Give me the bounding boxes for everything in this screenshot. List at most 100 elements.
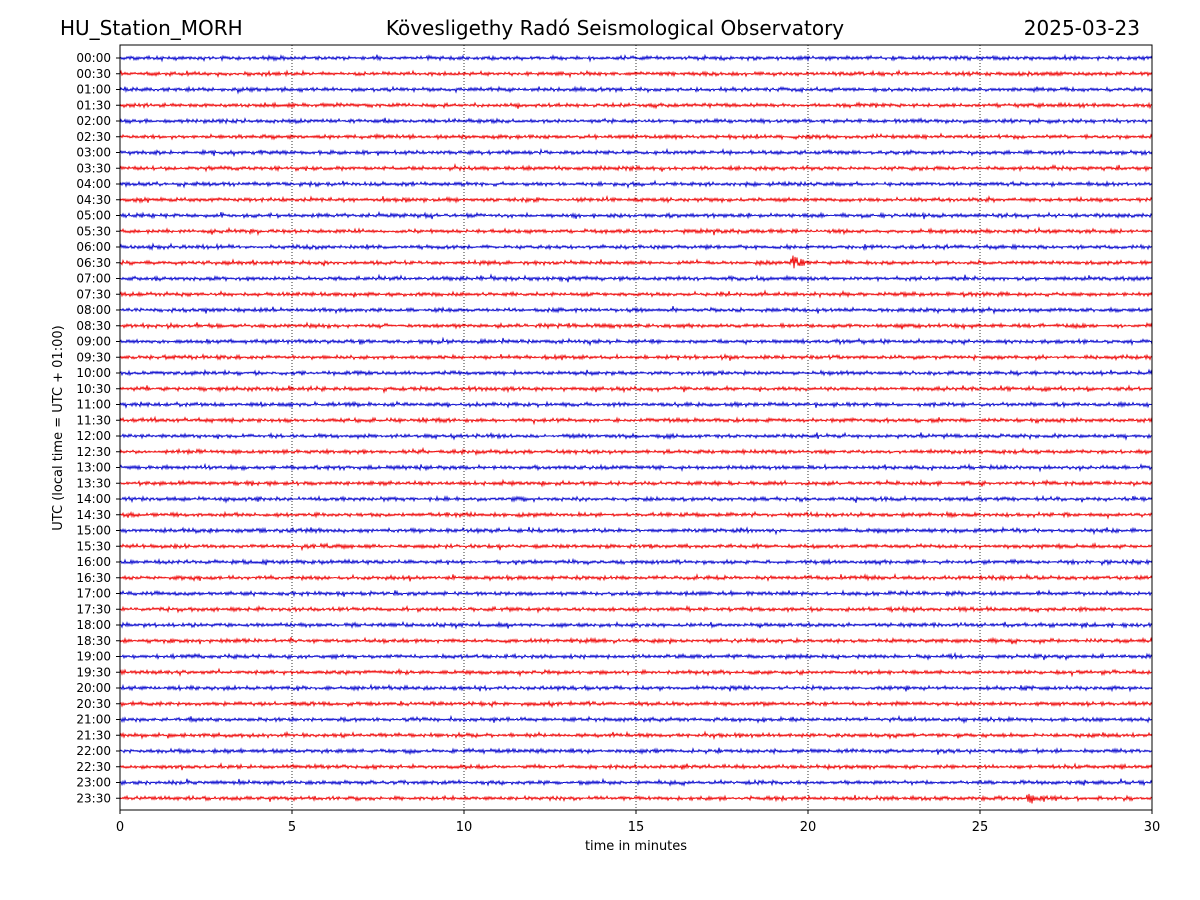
seismic-trace: [119, 210, 1153, 220]
y-tick-label: 22:30: [76, 760, 111, 774]
x-tick-label: 10: [456, 820, 473, 835]
y-tick-label: 02:00: [76, 114, 111, 128]
y-tick-label: 10:30: [76, 382, 111, 396]
y-tick-label: 15:00: [76, 524, 111, 538]
x-tick-label: 30: [1144, 820, 1161, 835]
seismic-trace: [119, 777, 1153, 787]
y-tick-label: 09:00: [76, 335, 111, 349]
x-tick-label: 15: [628, 820, 645, 835]
y-axis-label: UTC (local time = UTC + 01:00): [51, 325, 66, 530]
seismic-trace: [119, 478, 1153, 488]
x-tick-label: 0: [116, 820, 124, 835]
y-tick-label: 08:30: [76, 319, 111, 333]
x-axis-label: time in minutes: [585, 839, 687, 854]
y-tick-label: 21:30: [76, 728, 111, 742]
chart-date: 2025-03-23: [1024, 16, 1140, 40]
chart-title: Kövesligethy Radó Seismological Observat…: [386, 16, 844, 40]
seismic-trace: [119, 431, 1153, 441]
y-tick-label: 14:30: [76, 508, 111, 522]
station-name: HU_Station_MORH: [60, 16, 243, 40]
seismic-trace: [119, 53, 1153, 63]
seismic-trace: [119, 604, 1153, 614]
seismic-trace: [119, 510, 1153, 520]
seismic-trace: [119, 589, 1153, 598]
y-tick-label: 05:30: [76, 224, 111, 238]
seismic-trace: [119, 651, 1153, 662]
seismic-trace: [119, 699, 1153, 709]
y-tick-label: 14:00: [76, 492, 111, 506]
y-tick-label: 11:00: [76, 398, 111, 412]
y-tick-label: 02:30: [76, 130, 111, 144]
y-tick-label: 12:30: [76, 445, 111, 459]
seismic-traces: [119, 53, 1153, 804]
seismic-trace: [119, 69, 1153, 79]
y-tick-label: 00:30: [76, 67, 111, 81]
y-tick-label: 06:00: [76, 240, 111, 254]
x-axis: 0 5 10 15 20 25 30: [116, 810, 1160, 835]
seismic-trace: [119, 667, 1153, 678]
seismic-trace: [119, 747, 1153, 756]
seismic-trace: [119, 117, 1153, 126]
y-tick-label: 17:30: [76, 602, 111, 616]
x-tick-label: 5: [288, 820, 296, 835]
y-tick-label: 00:00: [76, 51, 111, 65]
seismic-trace: [119, 636, 1153, 646]
y-tick-label: 12:00: [76, 429, 111, 443]
y-tick-label: 17:00: [76, 587, 111, 601]
seismic-trace: [119, 541, 1153, 552]
seismic-trace: [119, 305, 1153, 315]
seismic-trace: [119, 226, 1153, 237]
y-tick-label: 04:30: [76, 193, 111, 207]
seismic-trace: [119, 446, 1153, 457]
y-tick-label: 07:00: [76, 272, 111, 286]
y-tick-label: 19:00: [76, 650, 111, 664]
y-tick-label: 05:00: [76, 209, 111, 223]
y-tick-label: 01:00: [76, 83, 111, 97]
y-tick-label: 04:00: [76, 177, 111, 191]
seismic-trace: [119, 557, 1153, 567]
seismic-trace: [119, 179, 1153, 189]
seismic-trace: [119, 163, 1153, 173]
seismic-trace: [119, 762, 1153, 771]
seismic-trace: [119, 85, 1153, 95]
y-tick-label: 09:30: [76, 350, 111, 364]
seismic-trace: [119, 730, 1153, 741]
y-tick-label: 20:00: [76, 681, 111, 695]
y-tick-label: 03:00: [76, 146, 111, 160]
seismic-trace: [119, 242, 1153, 252]
y-tick-label: 23:30: [76, 791, 111, 805]
x-tick-label: 20: [800, 820, 817, 835]
seismic-trace: [119, 384, 1153, 394]
y-tick-label: 20:30: [76, 697, 111, 711]
y-tick-label: 16:00: [76, 555, 111, 569]
seismic-trace: [119, 132, 1153, 141]
seismic-trace: [119, 620, 1153, 630]
y-tick-label: 21:00: [76, 713, 111, 727]
seismic-trace: [119, 714, 1153, 725]
seismic-trace: [119, 255, 1153, 269]
seismic-trace: [119, 462, 1153, 473]
y-tick-label: 03:30: [76, 161, 111, 175]
y-tick-label: 01:30: [76, 98, 111, 112]
seismic-trace: [119, 683, 1153, 693]
plot-frame: [119, 44, 1153, 811]
seismic-trace: [119, 147, 1153, 158]
seismic-trace: [119, 353, 1153, 362]
y-tick-label: 19:30: [76, 665, 111, 679]
seismic-trace: [119, 336, 1153, 347]
vertical-gridlines: [291, 45, 981, 810]
y-tick-label: 13:00: [76, 461, 111, 475]
seismic-trace: [119, 368, 1153, 377]
y-tick-label: 10:00: [76, 366, 111, 380]
y-tick-label: 11:30: [76, 413, 111, 427]
seismic-trace: [119, 289, 1153, 299]
seismic-trace: [119, 793, 1153, 804]
y-tick-label: 07:30: [76, 287, 111, 301]
seismic-trace: [119, 101, 1153, 110]
y-tick-label: 13:30: [76, 476, 111, 490]
seismic-trace: [119, 494, 1153, 504]
x-tick-label: 25: [972, 820, 989, 835]
y-tick-label: 16:30: [76, 571, 111, 585]
